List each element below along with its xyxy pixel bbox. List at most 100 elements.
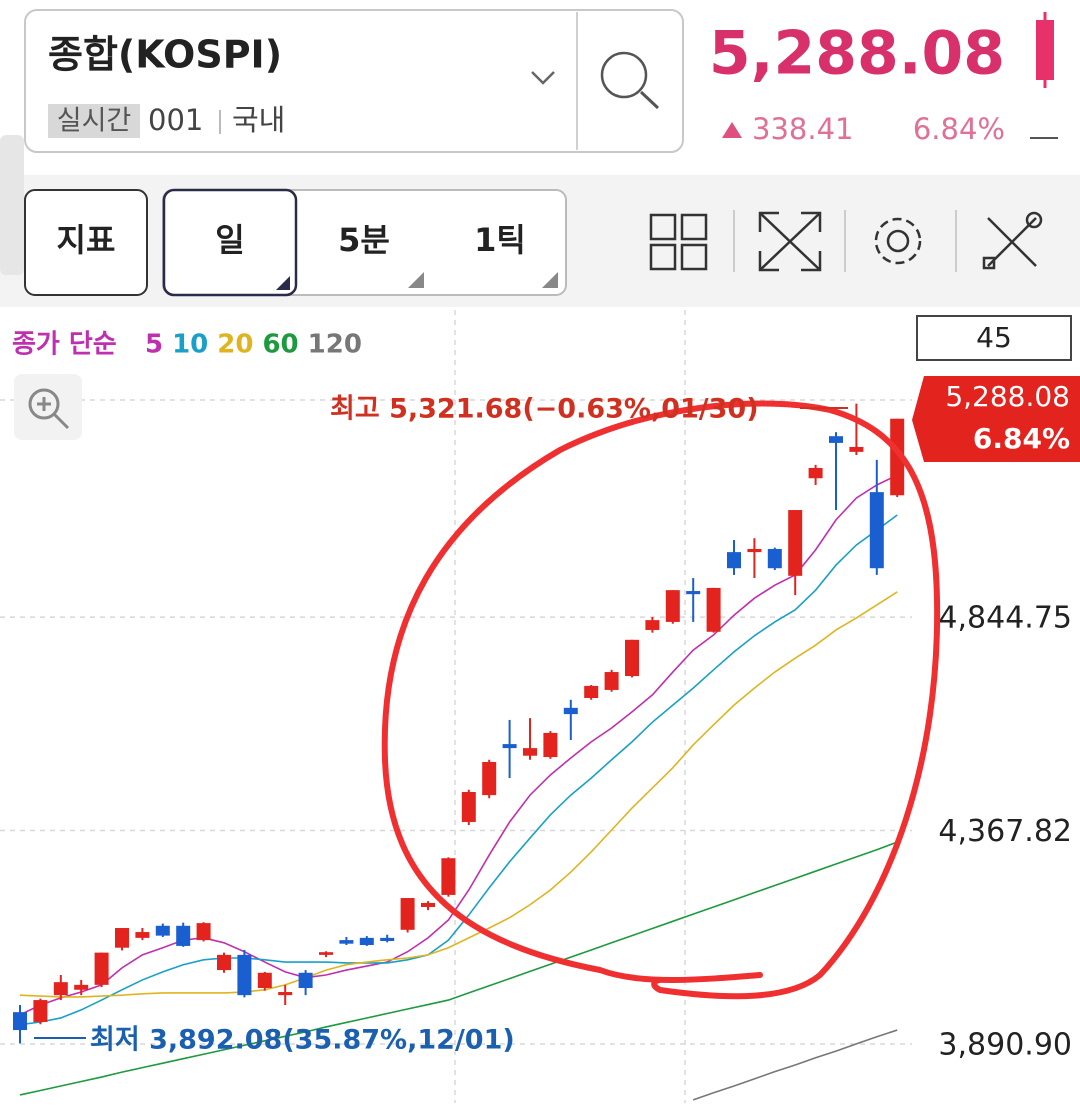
candle-body bbox=[808, 467, 823, 479]
market: 국내 bbox=[232, 103, 285, 137]
candle-body bbox=[176, 925, 191, 946]
search-icon-circle bbox=[600, 51, 648, 99]
candle-body bbox=[788, 510, 803, 576]
candle-body bbox=[380, 937, 395, 941]
candle-body bbox=[155, 925, 170, 936]
corner-mark bbox=[408, 272, 424, 288]
zoom-button[interactable] bbox=[14, 374, 82, 440]
candle-body bbox=[257, 972, 272, 988]
candle-body bbox=[115, 928, 129, 948]
corner-mark bbox=[542, 272, 558, 288]
candle-body bbox=[94, 952, 109, 985]
candle-body bbox=[482, 761, 497, 796]
count-box[interactable] bbox=[916, 315, 1072, 361]
period-label[interactable]: 5분 bbox=[338, 221, 390, 259]
badge: 실시간 bbox=[57, 106, 132, 137]
tools-icon[interactable] bbox=[982, 211, 1043, 270]
legend-entry: 5 bbox=[145, 330, 163, 360]
candle-body bbox=[767, 548, 782, 569]
period-day[interactable] bbox=[162, 188, 298, 297]
price: 5,288.08 bbox=[709, 19, 1005, 89]
ma-line bbox=[19, 474, 898, 1016]
candle-body bbox=[13, 1012, 27, 1031]
last-pct: 6.84% bbox=[973, 422, 1070, 455]
search-icon-handle bbox=[639, 90, 660, 110]
change: 338.41 bbox=[752, 112, 853, 146]
legend-title: 종가 단순 bbox=[12, 330, 117, 360]
code: 001 bbox=[148, 103, 203, 137]
indicator-button[interactable] bbox=[24, 189, 148, 296]
last-price: 5,288.08 bbox=[945, 380, 1070, 413]
candle-body bbox=[339, 940, 354, 944]
candle-body bbox=[400, 898, 415, 930]
y-tick-label: 4,844.75 bbox=[938, 601, 1072, 636]
legend-entry: 60 bbox=[262, 330, 298, 360]
candle-body bbox=[645, 620, 660, 630]
candle-body bbox=[686, 591, 701, 595]
candle-body bbox=[237, 954, 252, 996]
legend-entry: 120 bbox=[308, 330, 362, 360]
candle-body bbox=[74, 984, 89, 990]
candle-body bbox=[33, 1000, 48, 1022]
candle-body bbox=[53, 982, 68, 996]
search-box[interactable] bbox=[24, 9, 684, 153]
candle-body bbox=[584, 685, 599, 698]
corner-mark bbox=[276, 276, 290, 290]
side-tab[interactable] bbox=[0, 135, 24, 275]
badge-bg bbox=[48, 104, 140, 138]
high-annotation: 최고 5,321.68(−0.63%,01/30) bbox=[330, 394, 759, 425]
overlay: 최고 5,321.68(−0.63%,01/30) 최저 3,892.08(35.… bbox=[34, 376, 1080, 1056]
up-triangle bbox=[722, 122, 742, 138]
candle-body bbox=[849, 446, 864, 452]
search-icon[interactable] bbox=[600, 51, 660, 110]
candle-body bbox=[829, 436, 843, 443]
low-annotation: 최저 3,892.08(35.87%,12/01) bbox=[90, 1025, 515, 1056]
index-title: 종합(KOSPI) bbox=[48, 33, 282, 77]
candle-body bbox=[421, 902, 435, 907]
candle-body bbox=[706, 587, 721, 632]
last-price-tag bbox=[912, 376, 1080, 462]
period-label[interactable]: 1틱 bbox=[474, 221, 526, 259]
candle-body bbox=[747, 548, 762, 553]
layout-icon[interactable] bbox=[649, 213, 708, 271]
candle-body bbox=[665, 590, 680, 622]
expand-icon[interactable] bbox=[758, 211, 822, 272]
y-tick-label: 3,890.90 bbox=[938, 1027, 1072, 1062]
candle-body bbox=[890, 418, 905, 496]
candle-body bbox=[543, 732, 558, 758]
ma-line bbox=[19, 841, 898, 1096]
plot: 4,844.75 4,367.82 3,890.90 5 10 20 60 120 bbox=[0, 330, 1072, 1101]
count: 45 bbox=[976, 321, 1012, 354]
candle-body bbox=[217, 954, 231, 971]
legend-entry: 20 bbox=[217, 330, 253, 360]
candle-body bbox=[278, 992, 293, 996]
ma-line bbox=[692, 1029, 898, 1101]
period-label: 일 bbox=[215, 221, 244, 259]
candle-body bbox=[604, 672, 619, 690]
settings-icon[interactable] bbox=[874, 217, 922, 265]
ma-line bbox=[19, 514, 898, 1026]
candle-body bbox=[441, 858, 456, 895]
candle-body bbox=[298, 972, 313, 988]
candle-body bbox=[563, 707, 578, 715]
legend-entry: 10 bbox=[172, 330, 208, 360]
candle-body bbox=[319, 952, 333, 955]
candle-body bbox=[135, 932, 150, 938]
candle-body bbox=[461, 791, 476, 822]
zoom-icon bbox=[28, 388, 70, 430]
candle-body bbox=[502, 744, 517, 749]
ma-line bbox=[19, 591, 898, 998]
y-tick-label: 4,367.82 bbox=[938, 814, 1072, 849]
candle-body bbox=[359, 937, 374, 946]
candle-body bbox=[727, 552, 741, 569]
candle-body bbox=[625, 639, 639, 677]
change-pct: 6.84% bbox=[913, 112, 1005, 146]
dropdown-chevron[interactable] bbox=[531, 71, 555, 85]
indicator-label: 지표 bbox=[57, 221, 116, 259]
candle-body bbox=[869, 492, 884, 569]
candle-body bbox=[196, 923, 211, 941]
hand-drawn-circle bbox=[381, 400, 941, 1000]
candle-body bbox=[523, 748, 537, 756]
